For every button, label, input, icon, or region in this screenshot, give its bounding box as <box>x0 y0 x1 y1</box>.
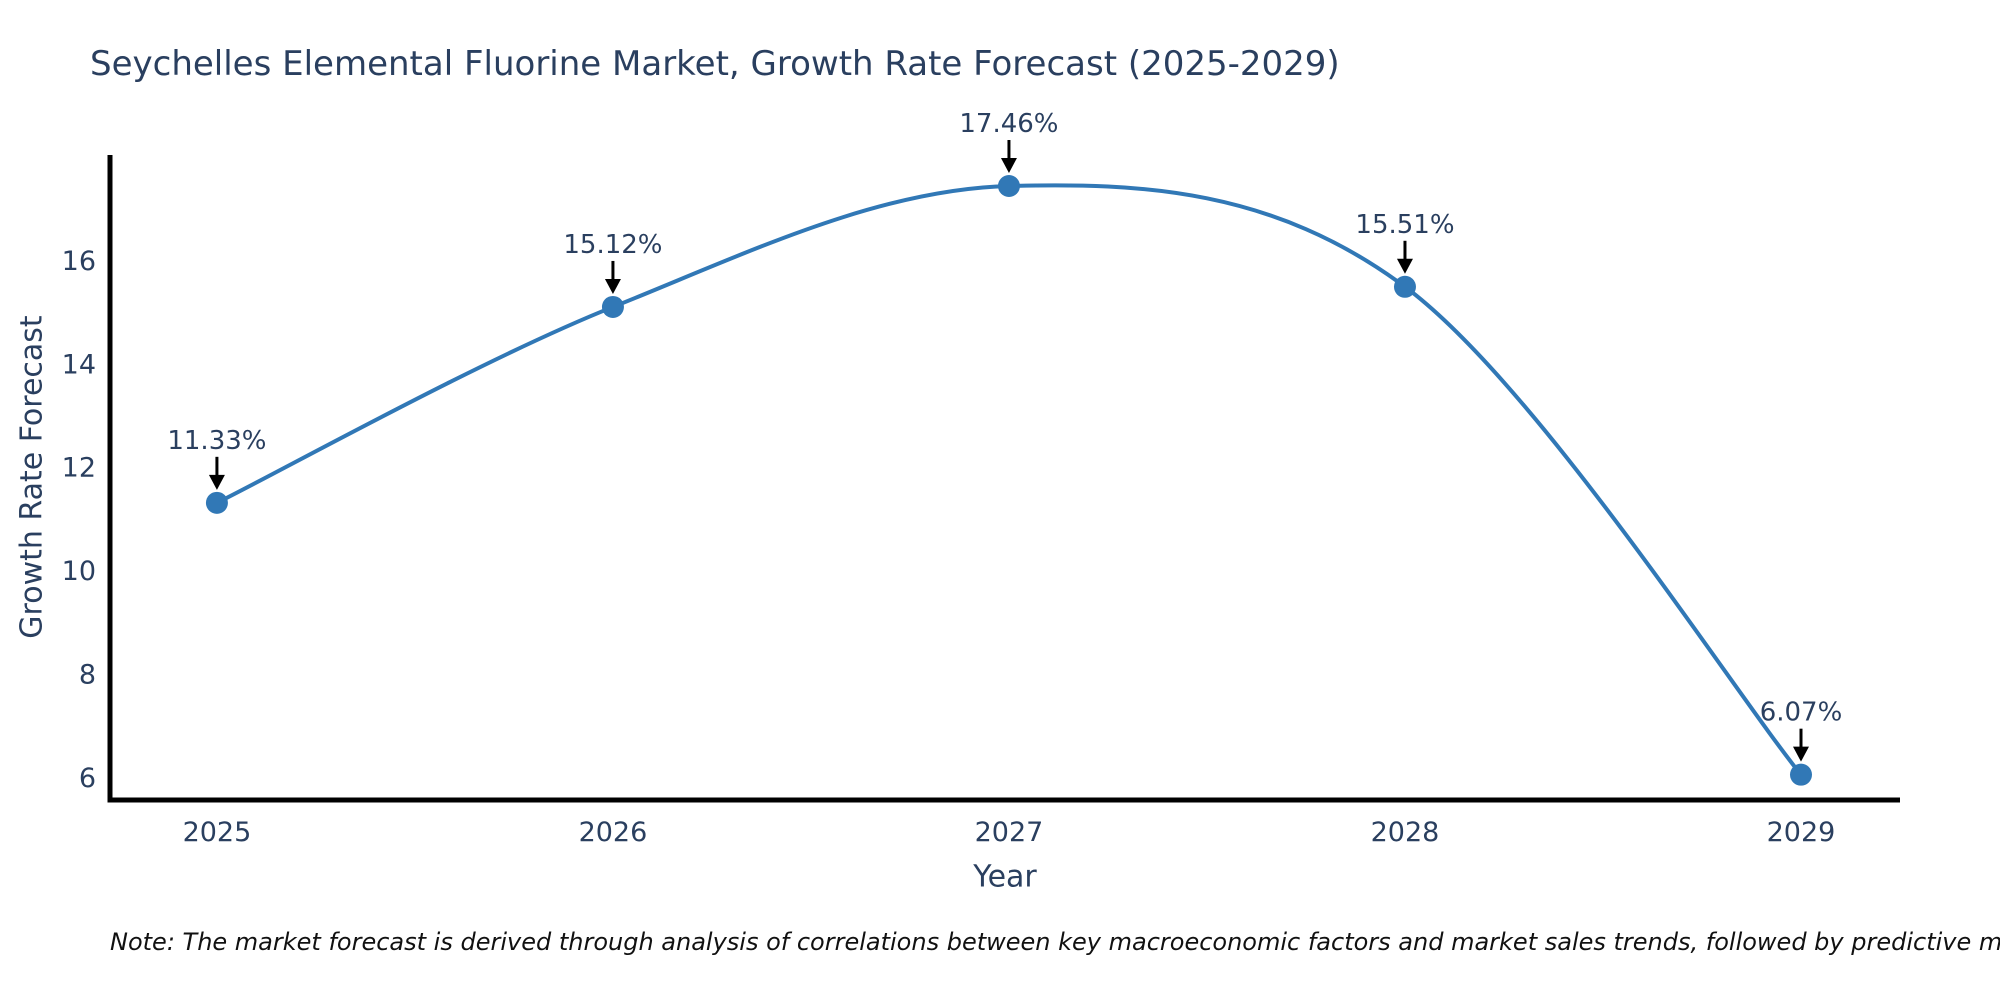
annotation-label: 11.33% <box>167 426 266 456</box>
annotation-arrowhead <box>208 474 225 490</box>
data-point-marker <box>1393 275 1416 298</box>
y-tick-label: 14 <box>62 349 96 380</box>
x-tick-label: 2025 <box>183 817 252 848</box>
data-point-marker <box>1789 763 1812 786</box>
y-tick-label: 12 <box>62 453 96 484</box>
annotation-arrowhead <box>1000 158 1017 174</box>
line-series <box>214 183 1803 777</box>
annotation-arrowhead <box>604 278 621 294</box>
y-tick-label: 10 <box>62 556 96 587</box>
annotation-arrowhead <box>1396 258 1413 274</box>
annotation-label: 17.46% <box>959 109 1058 139</box>
data-point-marker <box>205 491 228 514</box>
y-axis-title: Growth Rate Forecast <box>14 315 50 639</box>
footnote: Note: The market forecast is derived thr… <box>110 928 2000 956</box>
y-tick-label: 6 <box>79 763 96 794</box>
y-tick-label: 8 <box>79 659 96 690</box>
annotation-label: 6.07% <box>1760 698 1843 728</box>
data-point-marker <box>997 175 1020 198</box>
annotation-label: 15.51% <box>1355 210 1454 240</box>
annotation-arrowhead <box>1792 746 1809 762</box>
annotation-label: 15.12% <box>563 230 662 260</box>
x-tick-label: 2027 <box>975 817 1044 848</box>
x-axis-title: Year <box>973 859 1037 895</box>
data-point-marker <box>601 295 624 318</box>
x-tick-label: 2028 <box>1371 817 1440 848</box>
x-tick-label: 2029 <box>1767 817 1836 848</box>
chart-title: Seychelles Elemental Fluorine Market, Gr… <box>90 44 1340 84</box>
y-tick-label: 16 <box>62 246 96 277</box>
x-tick-label: 2026 <box>579 817 648 848</box>
